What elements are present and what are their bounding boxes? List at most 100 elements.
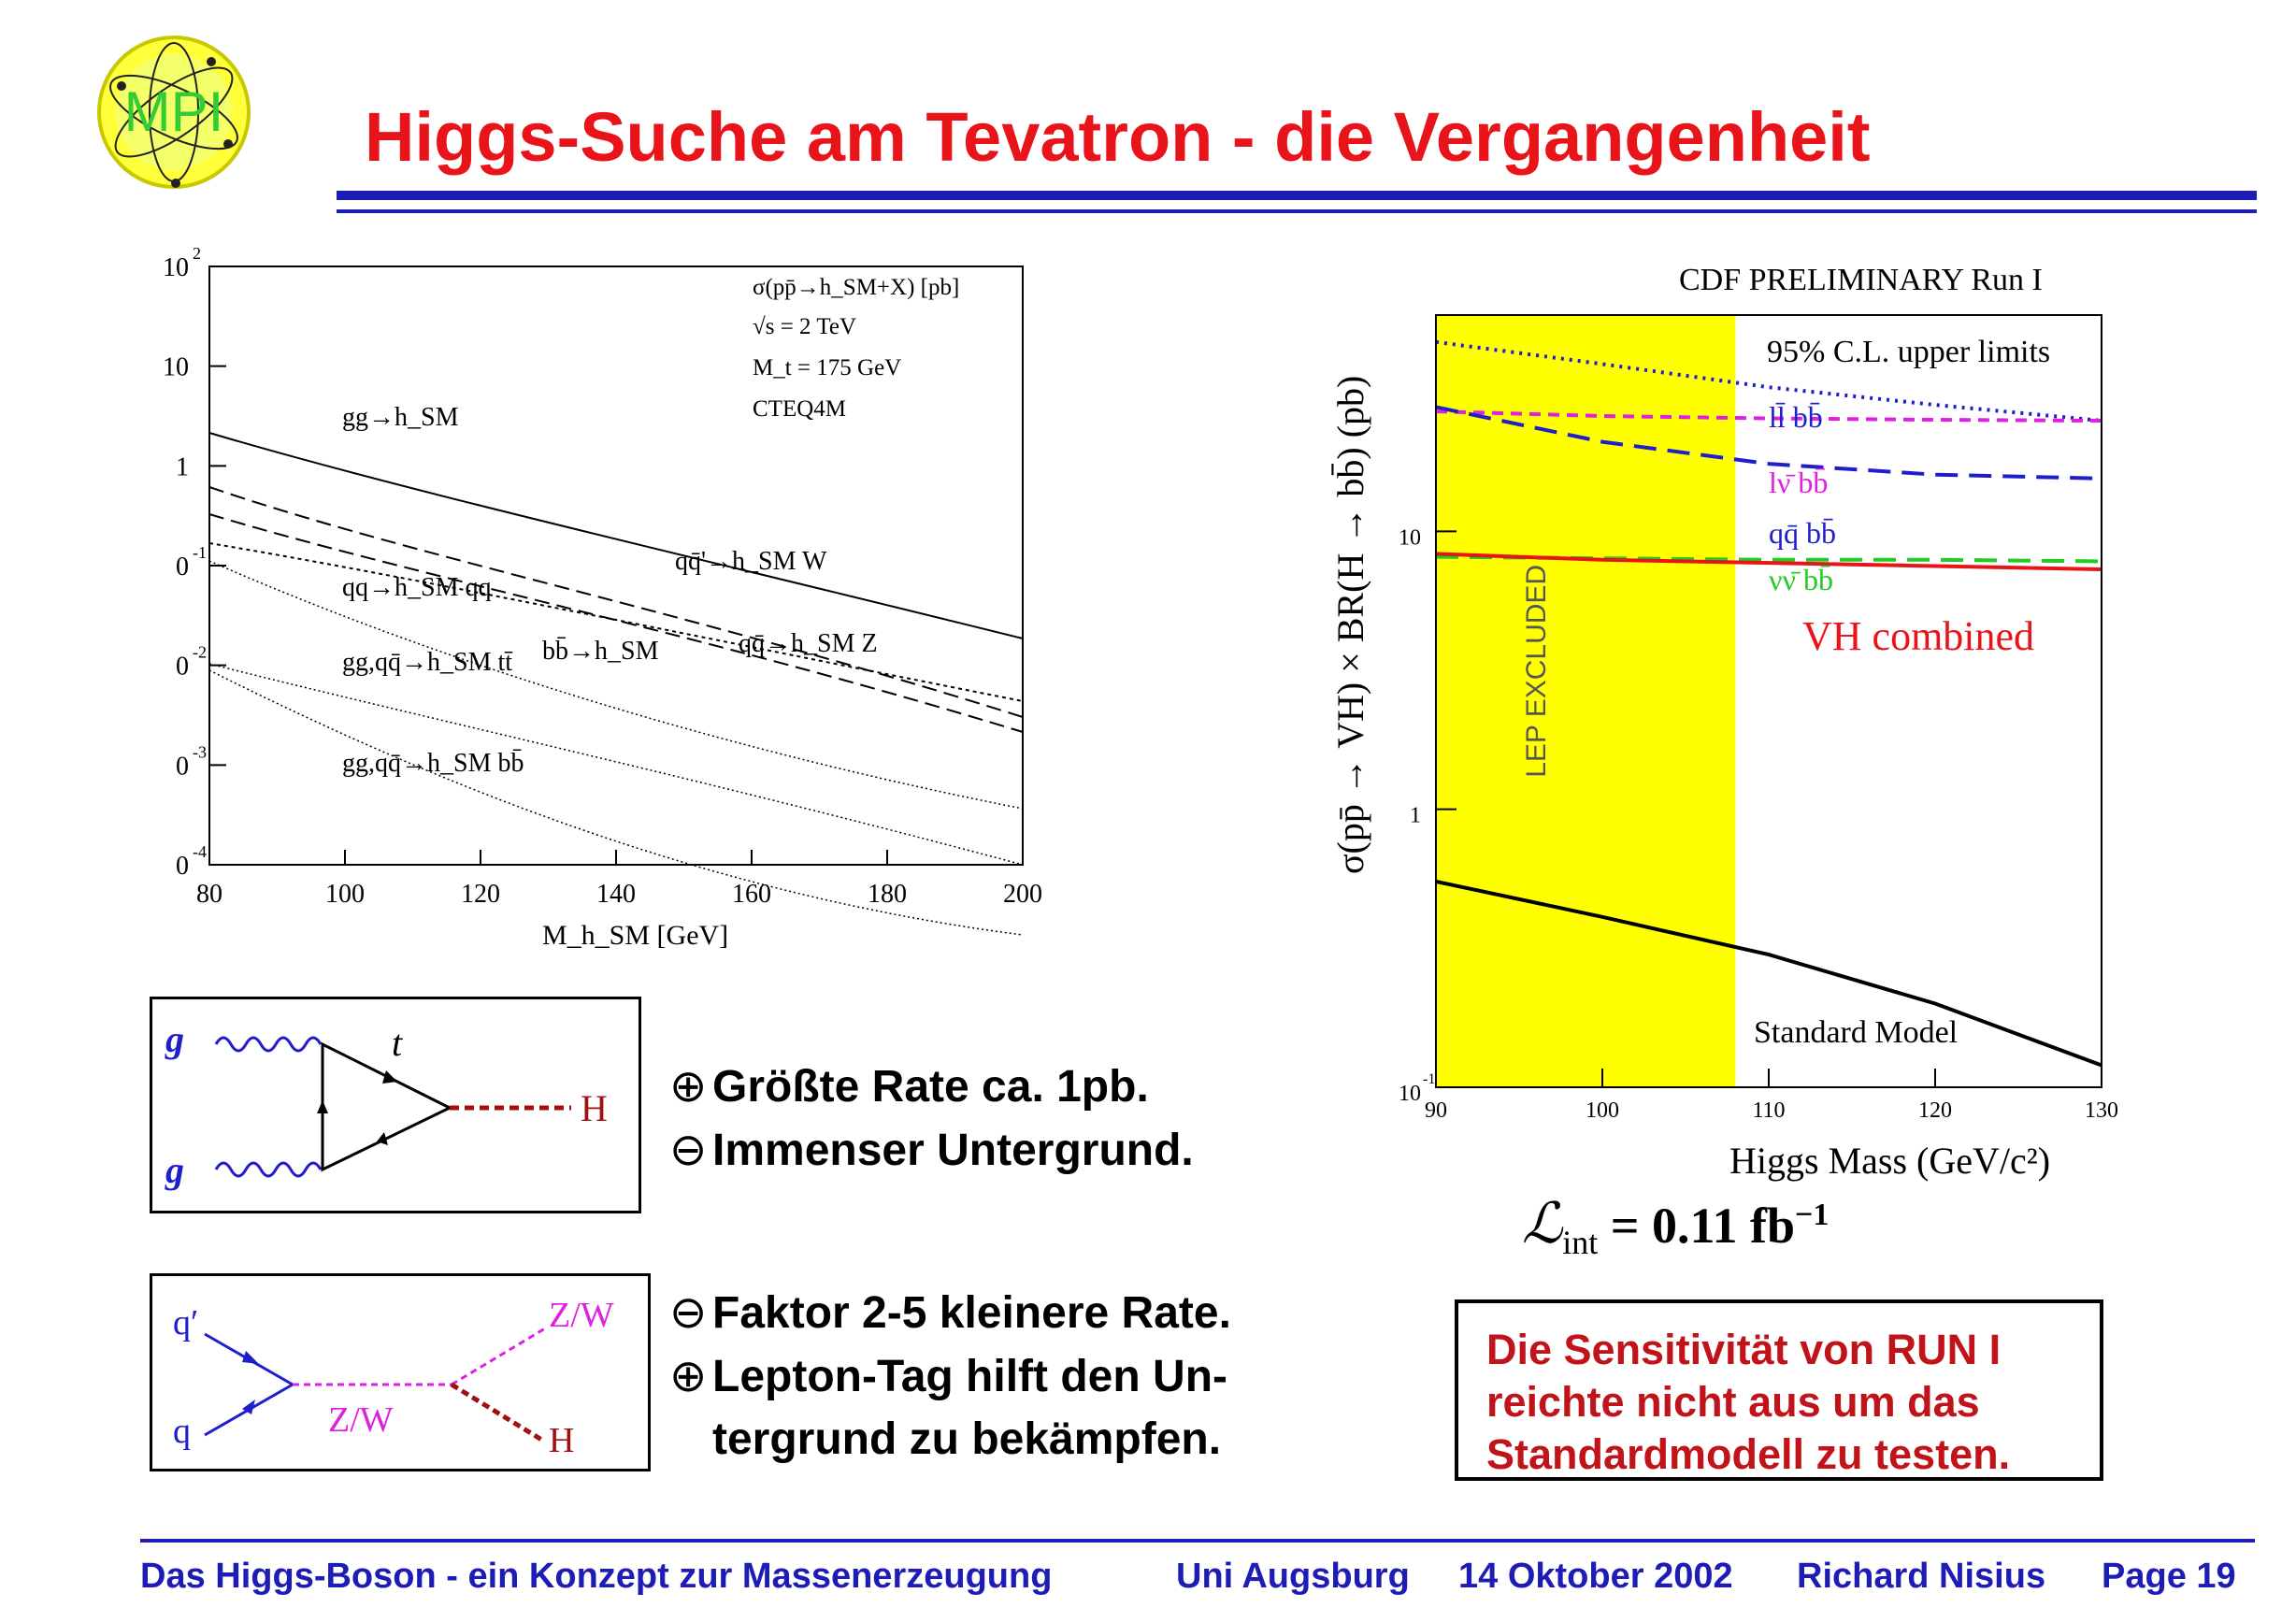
chart-title: CDF PRELIMINARY Run I	[1679, 263, 2043, 297]
lep-excluded-label: LEP EXCLUDED	[1521, 565, 1552, 778]
label-lv-bb: lν̄ bb̄	[1769, 466, 1828, 499]
mpi-logo: MPI	[97, 36, 251, 189]
footer-talk: Das Higgs-Boson - ein Konzept zur Massen…	[140, 1557, 1053, 1596]
left-x-tick-label: 160	[732, 880, 771, 909]
chart-series	[1435, 339, 2102, 1068]
conclusion-line-2: reichte nicht aus um das	[1486, 1378, 1980, 1426]
curve-qq-hqq	[208, 542, 1024, 702]
left-x-tick-label: 180	[868, 880, 907, 909]
label-g-top: g	[165, 1018, 184, 1060]
label-gg-htt: gg,qq̄→h_SM tt̄	[342, 648, 513, 677]
chart-subtitle: 95% C.L. upper limits	[1767, 335, 2050, 369]
legend-pdf: CTEQ4M	[753, 396, 846, 422]
right-x-ticks: 90 100 110 120 130	[1425, 1069, 2118, 1123]
minus-circle-icon: ⊖	[669, 1286, 708, 1339]
plus-circle-icon: ⊕	[669, 1060, 708, 1112]
right-x-tick-label: 100	[1586, 1098, 1619, 1123]
left-x-ticks: 80 100 120 140 160 180 200	[196, 850, 1042, 909]
left-y-tick-exp: -1	[193, 543, 207, 562]
right-x-tick-label: 130	[2085, 1098, 2118, 1123]
label-bb-h: bb̄→h_SM	[542, 637, 659, 666]
bullet-lepton-tag: ⊕ Lepton-Tag hilft den Un-	[669, 1350, 1227, 1402]
chart-x-label: Higgs Mass (GeV/c²)	[1729, 1140, 2050, 1182]
label-qq-hz: qq̄→h_SM Z	[739, 629, 878, 658]
right-y-tick-label: 10	[1399, 525, 1421, 550]
label-vv-bb: νν̄ bb̄	[1769, 563, 1833, 596]
series-line-2	[1435, 405, 2102, 481]
left-y-tick-label: 10	[163, 253, 189, 282]
right-x-tick-label: 110	[1752, 1098, 1785, 1123]
footer-rule	[140, 1539, 2255, 1543]
footer-place: Uni Augsburg	[1176, 1557, 1410, 1596]
conclusion-box: Die Sensitivität von RUN I reichte nicht…	[1455, 1299, 2103, 1481]
bullet-factor: ⊖ Faktor 2-5 kleinere Rate.	[669, 1286, 1231, 1339]
left-x-tick-label: 80	[196, 880, 222, 909]
left-y-tick-label: 0	[176, 852, 189, 881]
left-x-tick-label: 200	[1003, 880, 1042, 909]
series-line-5	[1435, 879, 2102, 1068]
left-x-label: M_h_SM [GeV]	[542, 920, 728, 951]
label-standard-model: Standard Model	[1754, 1015, 1958, 1050]
left-y-tick-label: 10	[163, 353, 189, 382]
right-x-tick-label: 90	[1425, 1098, 1447, 1123]
label-zw-mid: Z/W	[328, 1400, 394, 1440]
title-rule-thick	[337, 191, 2257, 200]
minus-circle-icon: ⊖	[669, 1124, 708, 1176]
feynman-associated-production: q′ q Z/W Z/W H	[150, 1273, 651, 1471]
right-y-tick-label: 10	[1399, 1082, 1421, 1106]
curve-bb-h	[208, 560, 1024, 810]
page-title: Higgs-Suche am Tevatron - die Vergangenh…	[365, 98, 1871, 176]
label-gg-h: gg→h_SM	[342, 403, 459, 432]
series-line-4	[1435, 552, 2102, 571]
legend-sigma: σ(pp̄→h_SM+X) [pb]	[753, 275, 959, 300]
right-y-tick-label: 1	[1410, 804, 1421, 828]
curve-gg-hbb	[208, 669, 1024, 936]
left-x-tick-label: 100	[325, 880, 365, 909]
label-qprime: q′	[173, 1303, 198, 1342]
left-y-tick-label: 0	[176, 553, 189, 581]
label-vh-combined: VH combined	[1802, 613, 2034, 659]
curve-qq-hz	[208, 513, 1024, 733]
footer-date: 14 Oktober 2002	[1458, 1557, 1733, 1596]
label-zw-out: Z/W	[549, 1296, 614, 1335]
label-g-bottom: g	[165, 1149, 184, 1191]
label-qq-bb: qq̄ bb̄	[1769, 516, 1836, 550]
logo-text: MPI	[124, 80, 224, 143]
series-line-0	[1435, 339, 2102, 423]
label-ll-bb: ll̄ bb̄	[1769, 400, 1823, 434]
left-y-tick-label: 0	[176, 752, 189, 781]
chart-y-label: σ(pp̄ → VH) × BR(H → bb̄) (pb)	[1329, 376, 1371, 874]
title-rule-thin	[337, 209, 2257, 213]
left-y-tick-label: 1	[176, 452, 189, 481]
bullet-lepton-tag-cont: tergrund zu bekämpfen.	[712, 1414, 1222, 1464]
left-y-tick-exp: -3	[193, 742, 207, 761]
footer: Das Higgs-Boson - ein Konzept zur Massen…	[140, 1557, 2253, 1603]
luminosity: ℒint = 0.11 fb−1	[1522, 1193, 1830, 1261]
right-y-tick-exp: -1	[1423, 1071, 1435, 1087]
legend-mt: M_t = 175 GeV	[753, 355, 901, 380]
label-gg-hbb: gg,qq̄→h_SM bb̄	[342, 749, 524, 778]
label-qqprime-hw: qq̄'→h_SM W	[675, 547, 827, 576]
label-qq-hqq: qq→h_SM qq	[342, 573, 491, 602]
left-y-tick-exp: -2	[193, 643, 207, 662]
conclusion-line-1: Die Sensitivität von RUN I	[1486, 1326, 2002, 1373]
footer-page: Page 19	[2102, 1557, 2236, 1596]
footer-author: Richard Nisius	[1797, 1557, 2046, 1596]
legend-sqrts: √s = 2 TeV	[753, 314, 856, 339]
right-x-tick-label: 120	[1918, 1098, 1952, 1123]
bullet-background: ⊖ Immenser Untergrund.	[669, 1124, 1194, 1176]
feynman-gluon-fusion: g g t H	[150, 997, 641, 1213]
left-x-tick-label: 140	[596, 880, 636, 909]
plus-circle-icon: ⊕	[669, 1350, 708, 1402]
conclusion-line-3: Standardmodell zu testen.	[1486, 1430, 2011, 1478]
curve-gg-h	[208, 432, 1024, 639]
label-q: q	[173, 1412, 191, 1451]
label-t: t	[392, 1022, 403, 1064]
left-y-tick-label: 0	[176, 653, 189, 682]
bullet-rate: ⊕ Größte Rate ca. 1pb.	[669, 1060, 1149, 1112]
left-x-tick-label: 120	[461, 880, 500, 909]
curve-qqprime-hw	[208, 486, 1024, 718]
